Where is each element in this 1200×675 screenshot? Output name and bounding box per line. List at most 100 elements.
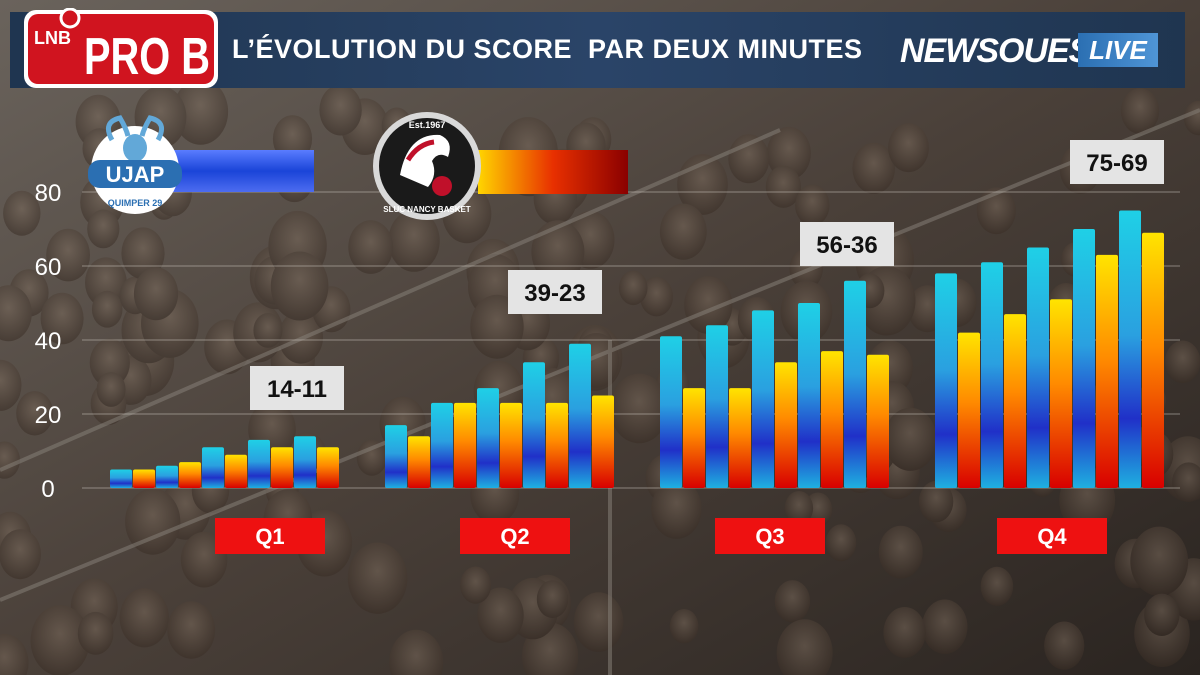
crowd-spectator <box>531 220 585 284</box>
crowd-spectator <box>0 529 41 580</box>
quarter-label: Q3 <box>755 524 784 549</box>
crowd-spectator <box>659 203 707 260</box>
score-box <box>1070 140 1164 184</box>
quarter-label-box <box>460 518 570 554</box>
crowd-spectator <box>883 607 926 658</box>
bar-team-1 <box>660 336 682 488</box>
y-tick-label: 20 <box>35 402 62 429</box>
bar-team-2 <box>729 388 751 488</box>
bar-team-1 <box>1073 229 1095 488</box>
bar-team-1 <box>523 362 545 488</box>
legend-team-2: Est.1967 SLUC NANCY BASKET <box>373 112 628 220</box>
crowd-spectator <box>1120 88 1160 134</box>
bar-team-1 <box>110 469 132 488</box>
crowd-spectator <box>765 165 802 208</box>
ujap-logo: UJAP QUIMPER 29 <box>88 115 182 214</box>
crowd-spectator <box>30 605 90 675</box>
bar-team-1 <box>706 325 728 488</box>
crowd-spectator <box>651 478 702 539</box>
crowd-spectator <box>347 542 408 614</box>
crowd-spectator <box>878 525 923 579</box>
brand-logo-text: NEWSOUEST <box>900 32 1111 70</box>
crowd-spectator <box>270 251 329 321</box>
bar-team-2 <box>958 332 980 488</box>
bar-team-1 <box>844 280 866 488</box>
bar-team-2 <box>1050 299 1072 488</box>
legend-swatch-team-2 <box>478 150 628 194</box>
crowd-spectator <box>77 611 114 655</box>
quarter-score-label: 56-36 <box>816 232 877 259</box>
league-small-text: LNB <box>34 28 71 48</box>
crowd-spectator <box>356 439 387 476</box>
crowd-spectator <box>536 580 569 618</box>
crowd-spectator <box>389 629 444 675</box>
crowd-spectator <box>784 491 814 526</box>
legend-team-1: UJAP QUIMPER 29 <box>88 115 314 214</box>
league-big-text: PRO B <box>84 28 210 86</box>
crowd-spectator <box>125 488 181 555</box>
crowd-spectator <box>133 267 179 321</box>
bar-team-1 <box>981 262 1003 488</box>
crowd-spectator <box>776 619 833 675</box>
bar-team-1 <box>798 303 820 488</box>
crowd-spectator <box>89 338 130 387</box>
y-tick-label: 0 <box>41 476 54 503</box>
y-tick-label: 40 <box>35 328 62 355</box>
bar-team-1 <box>385 425 407 488</box>
crowd-spectator <box>684 276 733 334</box>
crowd-spectator <box>980 566 1014 607</box>
crowd-spectator <box>852 142 895 194</box>
bar-team-1 <box>935 273 957 488</box>
score-box <box>508 270 602 314</box>
bar-team-1 <box>752 310 774 488</box>
bar-team-2 <box>454 402 476 488</box>
crowd-spectator <box>888 123 929 173</box>
bar-team-2 <box>546 402 568 488</box>
bar-team-1 <box>431 402 453 488</box>
quarter-score-label: 75-69 <box>1086 150 1147 177</box>
score-box <box>800 222 894 266</box>
quarter-label: Q2 <box>500 524 529 549</box>
bar-team-2 <box>1142 232 1164 488</box>
quarter-labels: Q1 Q2 Q3 Q4 <box>215 518 1107 554</box>
quarter-label-box <box>215 518 325 554</box>
crowd-spectator <box>1172 462 1200 502</box>
bar-team-2 <box>271 447 293 488</box>
quarter-label: Q1 <box>255 524 284 549</box>
sluc-nancy-logo: Est.1967 SLUC NANCY BASKET <box>373 112 481 220</box>
crowd-spectator <box>173 78 229 145</box>
league-logo: LNB PRO B <box>24 8 218 88</box>
bar-team-2 <box>179 462 201 488</box>
crowd-spectator <box>922 599 968 655</box>
quarter-score-label: 14-11 <box>267 376 327 403</box>
crowd-spectator <box>87 209 120 249</box>
page-title: L’ÉVOLUTION DU SCORE PAR DEUX MINUTES <box>232 34 863 64</box>
bar-team-2 <box>1096 254 1118 488</box>
quarter-label-box <box>997 518 1107 554</box>
crowd-spectator <box>825 524 857 562</box>
bars <box>110 210 1164 488</box>
bar-team-2 <box>408 436 430 488</box>
bar-team-2 <box>1004 314 1026 488</box>
score-box <box>250 366 344 410</box>
crowd-spectator <box>253 313 283 348</box>
crowd-spectator <box>3 190 41 236</box>
y-tick-label: 80 <box>35 180 62 207</box>
crowd-spectator <box>1183 100 1200 136</box>
crowd-spectator <box>610 373 669 444</box>
team-1-logo-text: UJAP <box>106 162 165 187</box>
crowd-spectator <box>618 270 648 306</box>
quarter-label-box <box>715 518 825 554</box>
crowd-spectator <box>766 126 811 180</box>
crowd-spectator <box>1044 621 1085 670</box>
crowd-spectator <box>319 84 362 136</box>
quarter-score-labels: 14-11 39-23 56-36 75-69 <box>250 140 1164 410</box>
quarter-score-label: 39-23 <box>524 280 585 307</box>
crowd-spectator <box>460 566 492 604</box>
bar-team-2 <box>133 469 155 488</box>
bar-team-2 <box>867 354 889 488</box>
bar-team-2 <box>683 388 705 488</box>
bar-team-2 <box>500 402 522 488</box>
bar-team-1 <box>477 388 499 488</box>
